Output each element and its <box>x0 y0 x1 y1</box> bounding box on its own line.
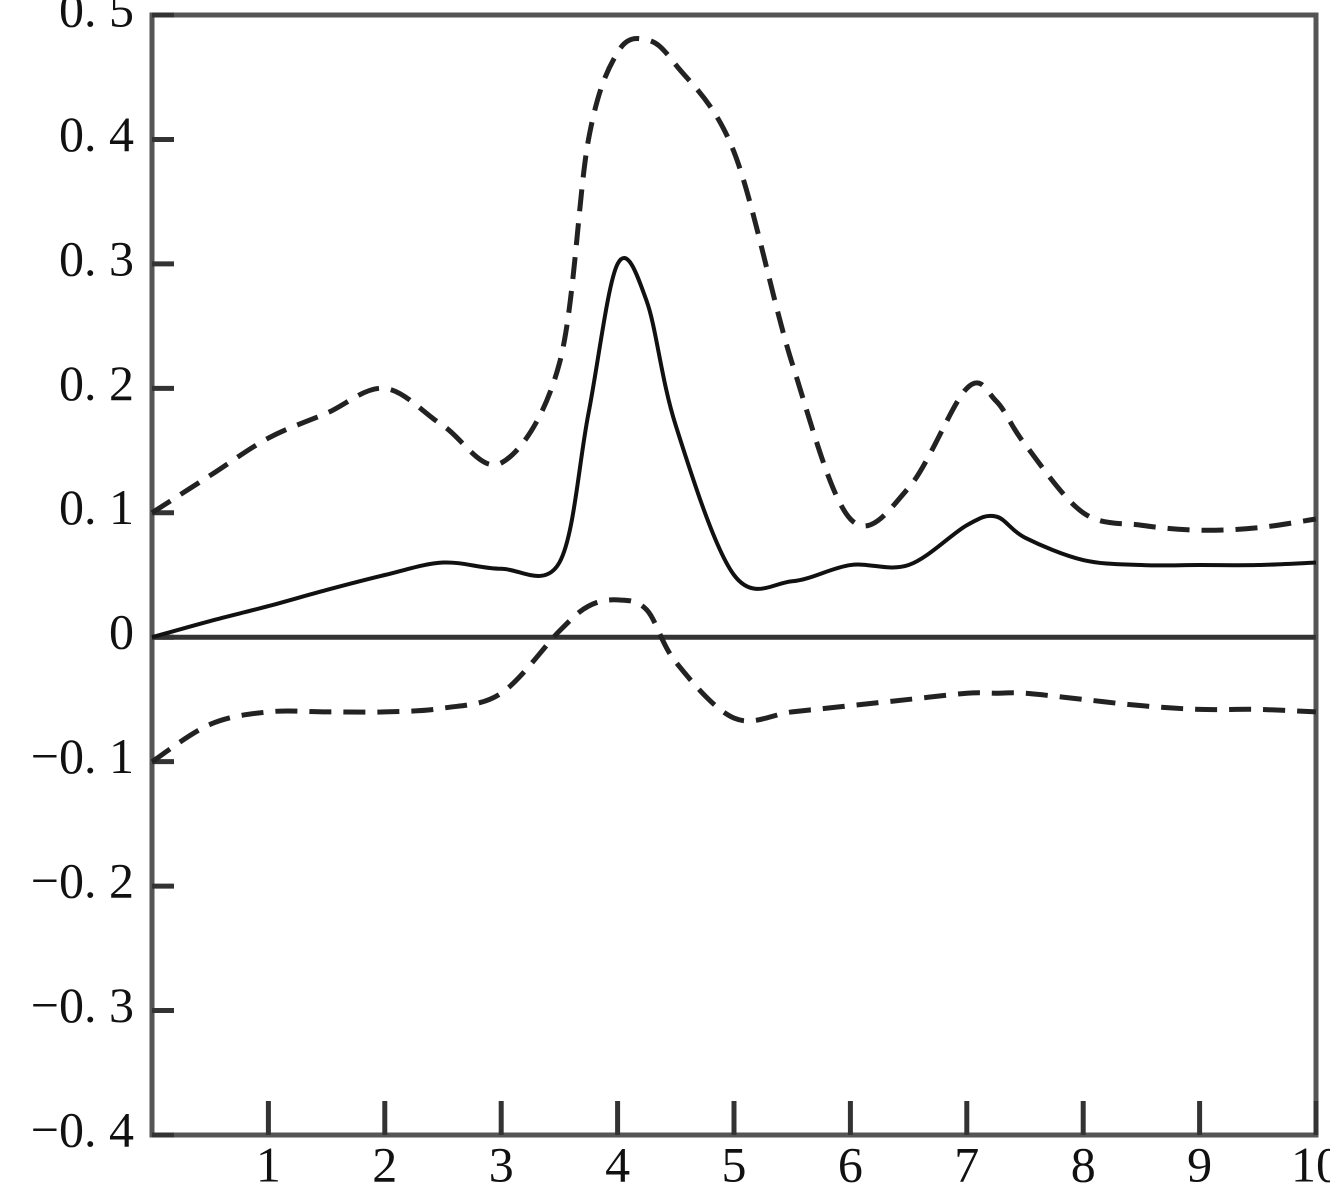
y-tick-label: 0. 3 <box>59 230 134 286</box>
y-tick-label: 0. 5 <box>59 0 134 37</box>
x-tick-label: 10 <box>1291 1136 1330 1192</box>
confidence-band-line <box>150 597 1317 764</box>
x-tick-label: 4 <box>605 1136 630 1192</box>
confidence-band-line <box>150 36 1317 533</box>
y-tick-label: 0. 4 <box>59 106 134 162</box>
x-tick-label: 9 <box>1187 1136 1212 1192</box>
y-tick-label: 0. 2 <box>59 355 134 411</box>
x-tick-label: 8 <box>1071 1136 1096 1192</box>
y-tick-label: −0. 4 <box>31 1101 134 1157</box>
x-tick-label: 3 <box>489 1136 514 1192</box>
y-tick-label: −0. 3 <box>31 977 134 1033</box>
x-tick-label: 1 <box>256 1136 281 1192</box>
y-tick-label: −0. 2 <box>31 853 134 909</box>
x-tick-label: 7 <box>954 1136 979 1192</box>
x-tick-label: 2 <box>372 1136 397 1192</box>
x-tick-label: 5 <box>722 1136 747 1192</box>
y-tick-label: 0 <box>109 604 134 660</box>
y-tick-label: −0. 1 <box>31 728 134 784</box>
x-tick-label: 6 <box>838 1136 863 1192</box>
response-line <box>151 255 1317 640</box>
y-tick-label: 0. 1 <box>59 479 134 535</box>
